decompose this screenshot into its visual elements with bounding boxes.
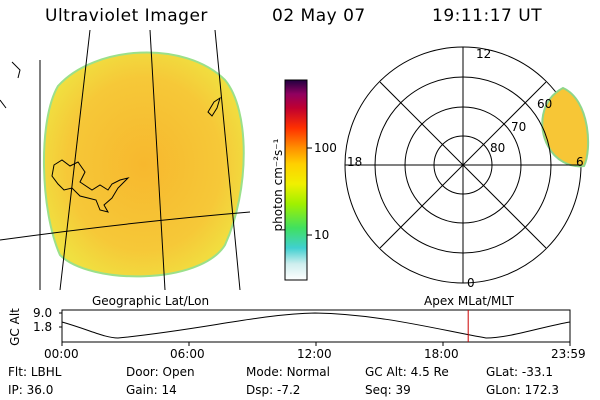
info-gc-alt: GC Alt: 4.5 Re [365,365,449,379]
polar-plot [344,46,590,284]
info-ip: IP: 36.0 [8,383,54,397]
info-glon: GLon: 172.3 [486,383,559,397]
coastline [0,61,21,109]
altitude-xtick: 00:00 [44,347,79,361]
altitude-ytick-1-8: 1.8 [33,320,53,334]
altitude-xtick: 06:00 [170,347,205,361]
auroral-oval [541,86,590,168]
polar-mlt-18: 18 [347,155,363,169]
colorbar-tick-10: 10 [314,228,330,242]
geographic-label: Geographic Lat/Lon [92,294,210,308]
colorbar-tick-100: 100 [314,141,337,155]
altitude-xtick: 18:00 [424,347,459,361]
info-dsp: Dsp: -7.2 [246,383,301,397]
altitude-plot [59,309,571,346]
apex-label: Apex MLat/MLT [424,294,514,308]
altitude-xtick: 23:59 [551,347,586,361]
colorbar-unit-label: photon cm⁻²s⁻¹ [271,138,285,232]
polar-lat-60: 60 [537,97,553,111]
colorbar [284,79,308,281]
info-gain: Gain: 14 [126,383,177,397]
info-door: Door: Open [126,365,195,379]
polar-mlt-6: 6 [576,155,584,169]
polar-lat-70: 70 [511,120,527,134]
info-mode: Mode: Normal [246,365,330,379]
info-glat: GLat: -33.1 [486,365,553,379]
coastline [207,96,221,117]
altitude-curve [61,312,571,339]
time-label: 19:11:17 UT [432,6,543,26]
latitude-line [0,211,251,241]
polar-lat-80: 80 [490,141,506,155]
meridian-line [59,30,91,290]
instrument-title: Ultraviolet Imager [45,6,208,26]
uv-disc [43,51,245,278]
info-flt: Flt: LBHL [8,365,62,379]
altitude-ylabel: GC Alt [7,308,22,346]
uv-earth-image [0,30,251,290]
coastline [51,159,130,213]
altitude-ytick-9: 9.0 [33,306,53,320]
polar-mlt-12: 12 [476,47,492,61]
meridian-line [214,30,241,290]
meridian-line [149,30,166,290]
info-seq: Seq: 39 [365,383,411,397]
altitude-xtick: 12:00 [297,347,332,361]
polar-mlt-0: 0 [467,276,475,290]
date-label: 02 May 07 [272,6,366,26]
